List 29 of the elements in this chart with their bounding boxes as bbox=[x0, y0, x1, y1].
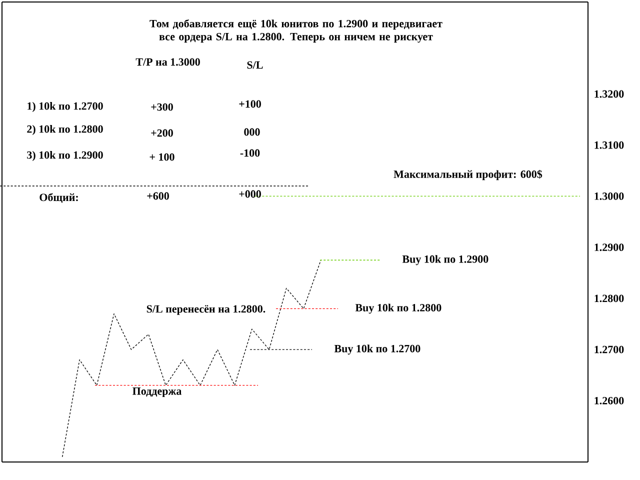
annotation: S/L bbox=[247, 61, 263, 69]
annotation: +100 bbox=[239, 100, 261, 108]
annotation: 1) 10k по 1.2700 bbox=[28, 102, 103, 112]
annotation: S/L перенесён на 1.2800. bbox=[146, 305, 266, 315]
y-tick-label: 1.3000 bbox=[594, 192, 624, 200]
text: Том добавляется ещё 10k юнитов по 1.2900 и передвигает все ордера S/L на 1.2800. Теперь он ничем не рискует bbox=[150, 19, 442, 43]
annotation: Общий: bbox=[40, 193, 78, 203]
annotation: + 100 bbox=[150, 153, 174, 161]
y-tick-label: 1.2600 bbox=[594, 396, 624, 404]
annotation: 2) 10k по 1.2800 bbox=[27, 125, 103, 136]
annotation: +200 bbox=[151, 129, 173, 137]
line-series bbox=[62, 260, 322, 458]
annotation: Максимальный профит: 600$ bbox=[394, 170, 542, 180]
y-tick-label: 1.3200 bbox=[594, 90, 624, 98]
ref-line-label: Buy 10k по 1.2700 bbox=[334, 344, 420, 355]
annotation: -100 bbox=[240, 149, 260, 157]
annotation: 000 bbox=[244, 128, 260, 136]
annotation: T/P на 1.3000 bbox=[136, 58, 200, 66]
annotation: +600 bbox=[147, 192, 169, 200]
y-tick-label: 1.3100 bbox=[594, 141, 624, 149]
ref-line-label: Поддержа bbox=[132, 388, 182, 398]
annotation: +000 bbox=[239, 190, 261, 198]
ref-line-label: Buy 10k по 1.2800 bbox=[355, 304, 442, 314]
ref-line-label: Buy 10k по 1.2900 bbox=[402, 255, 488, 266]
annotation: +300 bbox=[151, 103, 173, 111]
y-tick-label: 1.2900 bbox=[594, 244, 624, 252]
y-tick-label: 1.2700 bbox=[594, 346, 624, 354]
annotation: 3) 10k по 1.2900 bbox=[27, 151, 103, 161]
y-tick-label: 1.2800 bbox=[594, 294, 624, 302]
